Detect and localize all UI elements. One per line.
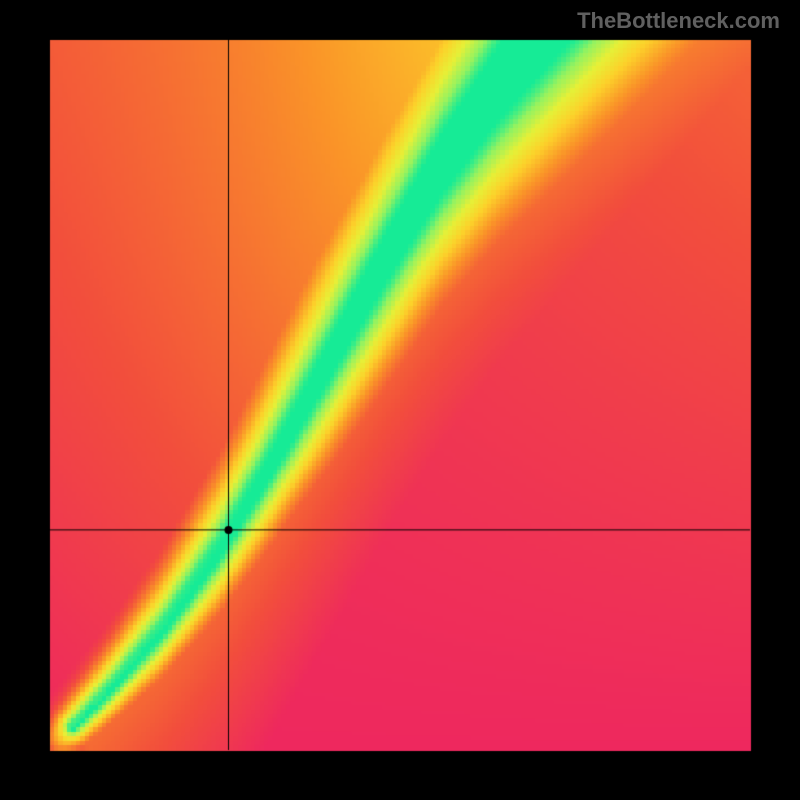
heatmap-canvas: [0, 0, 800, 800]
chart-container: TheBottleneck.com: [0, 0, 800, 800]
watermark-text: TheBottleneck.com: [577, 8, 780, 34]
